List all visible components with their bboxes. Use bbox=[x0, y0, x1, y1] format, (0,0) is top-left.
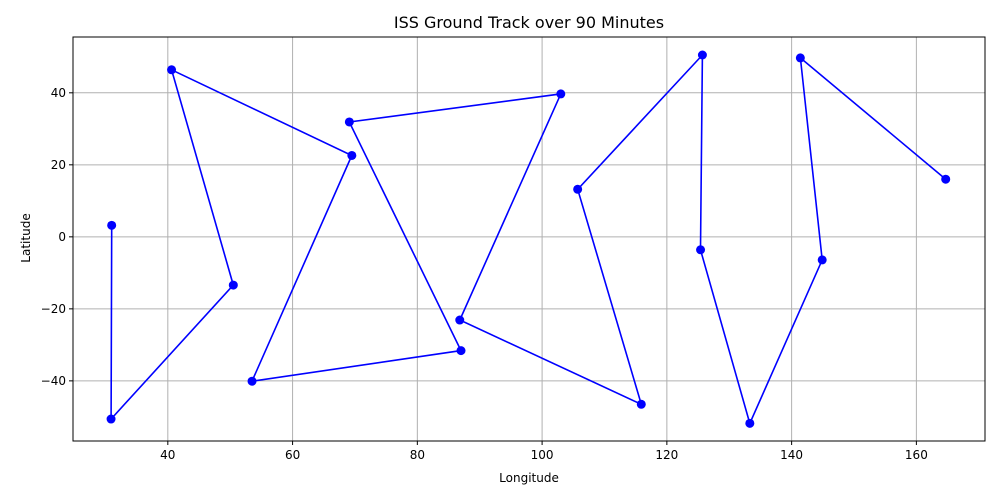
x-tick-label: 160 bbox=[905, 448, 928, 462]
y-axis-title: Latitude bbox=[19, 213, 33, 262]
x-axis-title: Longitude bbox=[499, 471, 559, 485]
data-point bbox=[556, 89, 566, 99]
data-point bbox=[107, 220, 117, 230]
x-tick-label: 100 bbox=[531, 448, 554, 462]
y-tick-label: −40 bbox=[41, 374, 66, 388]
data-point bbox=[817, 255, 827, 265]
x-tick-label: 60 bbox=[285, 448, 300, 462]
data-point bbox=[745, 418, 755, 428]
x-tick-label: 40 bbox=[160, 448, 175, 462]
axes: 40 60 80 100 120 140 160 −40 −20 0 20 40 bbox=[41, 36, 986, 462]
plot-frame bbox=[72, 36, 986, 442]
y-tick-label: 20 bbox=[51, 158, 66, 172]
data-point bbox=[456, 346, 466, 356]
x-tick-label: 80 bbox=[410, 448, 425, 462]
grid bbox=[73, 37, 985, 441]
data-point bbox=[573, 184, 583, 194]
y-tick-label: 40 bbox=[51, 86, 66, 100]
data-point bbox=[455, 315, 465, 325]
data-point bbox=[636, 399, 646, 409]
data-point bbox=[347, 150, 357, 160]
chart-title: ISS Ground Track over 90 Minutes bbox=[394, 13, 664, 32]
data-point bbox=[344, 117, 354, 127]
x-tick-label: 140 bbox=[780, 448, 803, 462]
data-point bbox=[941, 174, 951, 184]
series-line bbox=[110, 52, 947, 426]
y-tick-label: −20 bbox=[41, 302, 66, 316]
data-point bbox=[247, 376, 257, 386]
data-point bbox=[795, 53, 805, 63]
data-point bbox=[696, 245, 706, 255]
series-layer bbox=[106, 50, 951, 428]
data-point bbox=[167, 65, 177, 75]
data-point bbox=[228, 280, 238, 290]
x-tick-label: 120 bbox=[655, 448, 678, 462]
data-point bbox=[697, 50, 707, 60]
y-tick-label: 0 bbox=[58, 230, 66, 244]
data-point bbox=[106, 414, 116, 424]
